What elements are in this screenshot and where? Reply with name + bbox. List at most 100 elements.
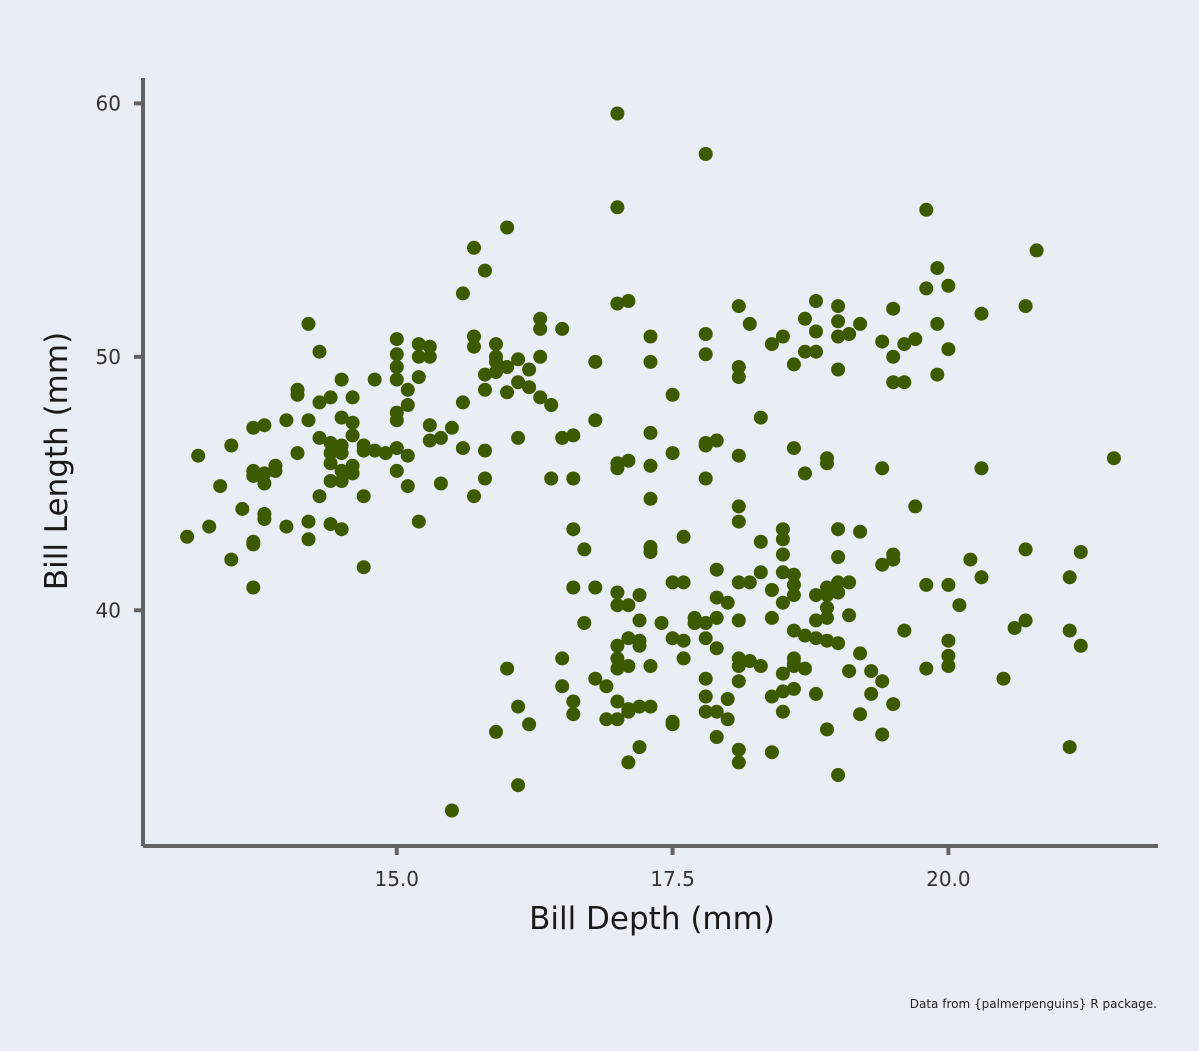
data-point-280: [643, 659, 658, 673]
data-point-272: [941, 633, 956, 648]
data-point-165: [798, 466, 812, 481]
data-point-148: [367, 443, 382, 458]
data-point-76: [489, 365, 503, 379]
data-point-154: [433, 476, 448, 491]
data-point-12: [610, 296, 625, 311]
data-point-286: [919, 661, 934, 676]
data-point-66: [930, 367, 945, 382]
data-point-68: [588, 354, 603, 369]
data-point-14: [731, 299, 746, 314]
data-point-220: [820, 600, 834, 615]
data-point-332: [511, 778, 526, 793]
data-point-1: [698, 147, 713, 161]
data-point-233: [775, 595, 790, 610]
data-point-281: [753, 659, 768, 673]
data-point-200: [963, 552, 978, 567]
data-point-225: [610, 585, 625, 600]
data-point-295: [643, 699, 658, 714]
data-point-246: [809, 631, 823, 646]
data-point-330: [831, 768, 846, 782]
data-point-239: [687, 616, 702, 630]
data-point-149: [378, 446, 393, 461]
data-point-101: [588, 413, 603, 428]
data-point-242: [709, 610, 724, 625]
data-point-260: [676, 651, 691, 666]
data-point-131: [974, 461, 989, 476]
data-point-86: [400, 382, 415, 397]
data-point-160: [610, 456, 625, 471]
data-point-257: [632, 638, 647, 653]
data-point-60: [798, 344, 812, 359]
data-point-217: [831, 575, 846, 590]
data-point-11: [941, 278, 956, 293]
data-point-279: [621, 659, 636, 673]
data-point-282: [775, 666, 790, 681]
data-point-141: [323, 456, 338, 471]
data-point-126: [786, 441, 801, 456]
data-point-164: [698, 471, 713, 486]
data-point-228: [632, 588, 647, 603]
data-point-84: [290, 387, 305, 402]
data-point-276: [555, 651, 570, 666]
data-point-147: [356, 443, 371, 458]
data-point-221: [919, 577, 934, 592]
data-point-241: [731, 613, 746, 628]
data-point-245: [798, 628, 812, 643]
data-point-202: [1073, 545, 1088, 559]
data-point-102: [753, 410, 768, 425]
y-axis-title: Bill Length (mm): [39, 332, 75, 590]
data-point-70: [411, 370, 426, 385]
data-point-133: [191, 448, 206, 463]
data-point-255: [621, 631, 636, 646]
data-point-189: [246, 580, 261, 595]
y-tick-label-0: 40: [96, 598, 121, 622]
data-point-53: [522, 362, 537, 377]
x-tick-label-1: 17.5: [650, 867, 695, 891]
data-point-299: [709, 704, 724, 719]
data-point-207: [742, 575, 757, 590]
data-point-100: [455, 395, 470, 410]
data-point-73: [389, 372, 404, 387]
data-point-312: [996, 671, 1011, 686]
data-point-327: [489, 724, 503, 739]
data-point-61: [809, 344, 823, 359]
data-point-140: [257, 476, 272, 491]
data-point-124: [709, 433, 724, 448]
data-point-277: [610, 651, 625, 666]
data-point-161: [621, 453, 636, 468]
data-point-317: [610, 712, 625, 727]
data-point-8: [930, 261, 945, 276]
data-point-116: [455, 441, 470, 456]
data-point-163: [643, 491, 658, 506]
data-point-308: [853, 707, 868, 722]
data-point-297: [698, 689, 713, 704]
data-point-318: [621, 702, 636, 717]
data-point-4: [919, 202, 934, 217]
data-point-333: [444, 803, 459, 818]
data-point-95: [246, 420, 261, 435]
data-point-43: [897, 337, 912, 352]
data-point-232: [720, 595, 735, 610]
data-point-87: [400, 398, 415, 412]
data-point-24: [742, 316, 757, 331]
data-point-304: [775, 684, 790, 699]
data-point-209: [775, 565, 790, 580]
data-point-108: [290, 446, 305, 461]
data-point-302: [731, 674, 746, 689]
data-point-184: [224, 552, 239, 567]
data-point-306: [786, 681, 801, 696]
data-point-125: [698, 438, 713, 453]
data-point-156: [478, 471, 492, 486]
data-point-32: [831, 329, 846, 344]
data-point-316: [599, 712, 614, 727]
x-ticks: 15.0 17.5 20.0: [374, 846, 971, 891]
data-point-321: [709, 730, 724, 744]
data-point-324: [764, 745, 779, 760]
data-point-150: [389, 463, 404, 478]
data-point-190: [566, 522, 581, 537]
data-point-235: [577, 616, 592, 630]
data-point-268: [798, 661, 812, 676]
data-point-137: [257, 466, 272, 481]
data-point-244: [786, 623, 801, 638]
data-point-104: [323, 436, 338, 450]
